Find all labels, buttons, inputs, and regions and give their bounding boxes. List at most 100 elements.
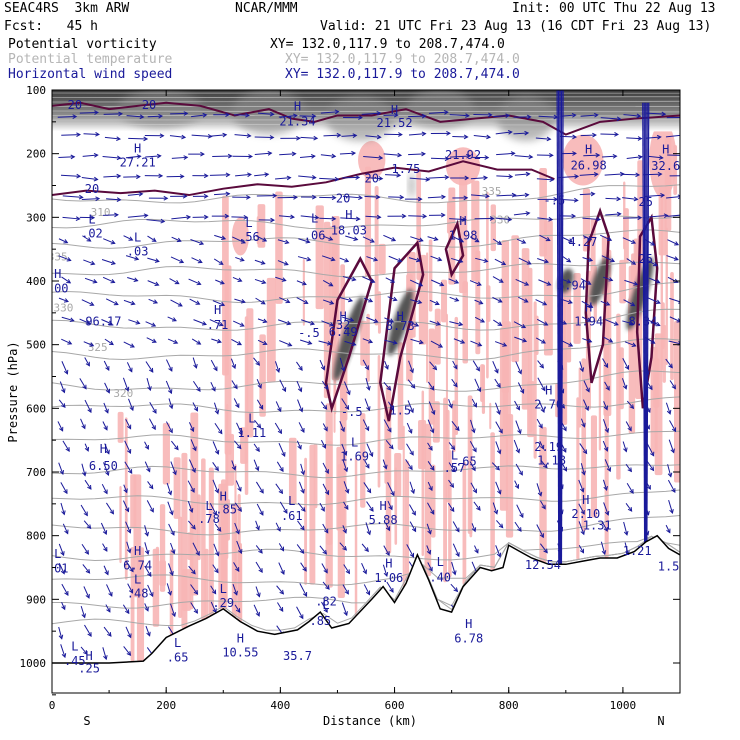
wind-barb-head bbox=[329, 300, 335, 305]
wind-barb-head bbox=[281, 387, 287, 393]
wind-barb bbox=[494, 341, 507, 347]
wind-barb bbox=[102, 647, 107, 660]
wind-barb bbox=[232, 584, 238, 595]
field-annotation: 32 bbox=[336, 318, 350, 332]
wind-barb-head bbox=[364, 547, 369, 553]
wind-barb bbox=[169, 135, 186, 138]
wind-barb-head bbox=[331, 216, 337, 222]
wind-barb-head bbox=[107, 632, 112, 637]
wind-barb-head bbox=[459, 238, 465, 243]
wind-barb-head bbox=[146, 467, 151, 473]
wind-barb-head bbox=[517, 369, 522, 375]
wind-barb bbox=[127, 214, 148, 218]
wind-barb-head bbox=[497, 489, 502, 495]
wind-barb-head bbox=[346, 390, 351, 396]
wind-barb-head bbox=[298, 366, 303, 371]
wind-barb-head bbox=[163, 195, 169, 201]
wind-barb-head bbox=[601, 550, 607, 556]
wind-barb-head bbox=[322, 405, 328, 410]
wind-barb-head bbox=[168, 366, 173, 372]
wind-barb-head bbox=[476, 506, 481, 511]
wind-barb bbox=[188, 459, 196, 473]
wind-barb-head bbox=[243, 214, 249, 220]
strat-blob bbox=[408, 172, 416, 199]
wind-barb-head bbox=[411, 527, 417, 533]
y-tick-label: 500 bbox=[26, 339, 46, 352]
wind-barb-head bbox=[106, 607, 111, 613]
wind-barb-head bbox=[158, 113, 164, 119]
wind-barb bbox=[427, 461, 435, 471]
wind-barb-head bbox=[579, 548, 585, 554]
wind-barb-head bbox=[483, 175, 489, 181]
pv-streak bbox=[623, 208, 629, 263]
wind-barb-head bbox=[539, 363, 544, 369]
wind-barb bbox=[626, 482, 634, 494]
strat-isoline bbox=[52, 100, 680, 103]
wind-barb-head bbox=[349, 317, 355, 322]
wind-barb-head bbox=[637, 136, 643, 141]
wind-barb bbox=[538, 115, 558, 118]
wind-barb-head bbox=[446, 131, 451, 136]
wind-barb-head bbox=[364, 365, 369, 371]
wind-barb-head bbox=[104, 570, 109, 576]
pv-streak bbox=[511, 235, 519, 363]
wind-barb-head bbox=[90, 215, 96, 220]
wind-barb-head bbox=[649, 466, 655, 472]
wind-barb-head bbox=[595, 152, 601, 158]
wind-barb-head bbox=[409, 368, 414, 374]
wind-barb-head bbox=[546, 281, 552, 286]
wind-barb-head bbox=[383, 464, 388, 470]
wind-barb bbox=[536, 483, 542, 496]
wind-barb-head bbox=[366, 530, 372, 536]
wind-barb bbox=[234, 604, 241, 613]
wind-barb-head bbox=[669, 509, 674, 515]
wind-barb-head bbox=[623, 530, 629, 536]
wind-barb-head bbox=[139, 114, 145, 120]
wind-barb-head bbox=[417, 299, 423, 305]
wind-barb-head bbox=[65, 447, 70, 452]
wind-barb bbox=[236, 540, 242, 554]
wind-barb bbox=[277, 602, 284, 612]
pv-streak bbox=[462, 281, 468, 364]
wind-barb-head bbox=[485, 193, 490, 199]
wind-barb-head bbox=[95, 196, 101, 202]
wind-barb bbox=[473, 113, 492, 116]
wind-barb-head bbox=[238, 549, 243, 555]
pv-streak bbox=[578, 367, 582, 428]
wind-barb-head bbox=[174, 279, 180, 285]
wind-barb bbox=[625, 421, 632, 431]
field-annotation: H bbox=[585, 143, 592, 157]
wind-barb bbox=[426, 545, 431, 555]
wind-barb bbox=[647, 260, 658, 267]
wind-barb bbox=[255, 297, 266, 305]
wind-barb-head bbox=[378, 155, 384, 161]
wind-barb bbox=[409, 521, 417, 532]
pv-streak bbox=[430, 464, 436, 538]
wind-barb bbox=[452, 521, 460, 532]
pv-streak bbox=[152, 548, 160, 627]
wind-barb bbox=[234, 502, 242, 512]
updraft-line bbox=[642, 102, 646, 574]
wind-barb bbox=[430, 255, 442, 261]
wind-barb-head bbox=[143, 136, 149, 142]
wind-barb-head bbox=[255, 611, 260, 617]
wind-barb-head bbox=[385, 551, 390, 557]
wind-barb-head bbox=[192, 446, 197, 452]
wind-barb bbox=[581, 316, 591, 322]
wind-barb-head bbox=[191, 524, 196, 530]
wind-barb-head bbox=[429, 385, 435, 391]
wind-barb-head bbox=[614, 132, 619, 137]
wind-barb bbox=[665, 134, 680, 138]
wind-barb-head bbox=[546, 136, 552, 142]
wind-barb bbox=[452, 360, 458, 369]
wind-barb bbox=[296, 440, 302, 450]
wind-barb-head bbox=[301, 281, 307, 286]
wind-barb bbox=[125, 521, 131, 533]
wind-barb bbox=[364, 195, 380, 198]
wind-barb bbox=[190, 239, 204, 245]
wind-barb bbox=[343, 381, 351, 395]
wind-barb bbox=[146, 500, 154, 513]
wind-barb bbox=[123, 484, 128, 493]
wind-barb-head bbox=[415, 257, 421, 263]
wind-barb-head bbox=[83, 650, 88, 655]
